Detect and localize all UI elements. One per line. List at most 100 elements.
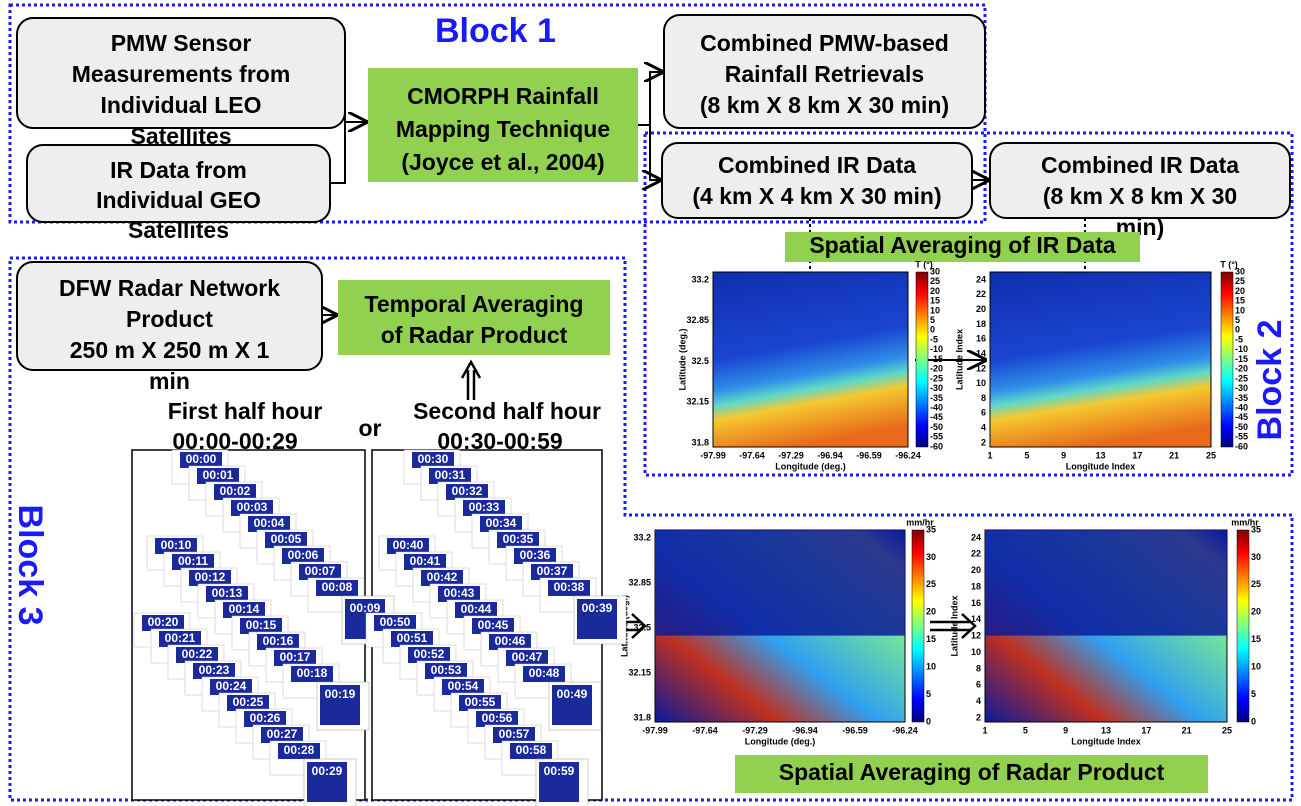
stamp: 00:03 xyxy=(237,500,268,514)
colorbar-tick: 0 xyxy=(1235,325,1240,335)
node-text: Combined IR Data xyxy=(718,152,916,178)
stamp: 00:57 xyxy=(499,727,530,741)
colorbar-tick: 10 xyxy=(1235,305,1245,315)
colorbar-tick: -10 xyxy=(930,344,943,354)
colorbar-tick: 15 xyxy=(1235,296,1245,306)
x-tick-label: 5 xyxy=(1024,450,1029,460)
stamp: 00:00 xyxy=(186,452,217,466)
colorbar-tick: 5 xyxy=(926,689,931,699)
y-tick-label: 14 xyxy=(971,614,981,624)
colorbar-tick: 20 xyxy=(1235,286,1245,296)
colorbar-tick: -45 xyxy=(1235,412,1248,422)
stamp: 00:51 xyxy=(397,631,428,645)
x-tick-label: 25 xyxy=(1206,450,1216,460)
stamp: 00:37 xyxy=(537,564,568,578)
y-tick-label: 4 xyxy=(981,423,986,433)
x-tick-label: -96.24 xyxy=(892,725,918,735)
node-text: DFW Radar Network xyxy=(59,275,280,301)
colorbar-label: T (°) xyxy=(1220,259,1238,269)
stamp: 00:24 xyxy=(216,679,247,693)
y-tick-label: 32.15 xyxy=(628,667,651,677)
colorbar-tick: -30 xyxy=(930,383,943,393)
x-tick-label: 13 xyxy=(1101,725,1111,735)
stamp: 00:47 xyxy=(512,650,543,664)
colorbar-tick: 10 xyxy=(1251,662,1261,672)
node-text: min xyxy=(149,368,190,394)
x-tick-label: 5 xyxy=(1023,725,1028,735)
colorbar-tick: 5 xyxy=(1235,315,1240,325)
node-text: PMW Sensor xyxy=(111,30,252,56)
stamp: 00:20 xyxy=(148,615,179,629)
x-tick-label: 1 xyxy=(987,450,992,460)
block-label: Block 1 xyxy=(435,12,556,50)
half-title: First half hour xyxy=(168,398,323,424)
x-tick-label: 1 xyxy=(982,725,987,735)
heatmap-shade xyxy=(655,530,905,636)
stamp: 00:40 xyxy=(393,538,424,552)
stamp: 00:52 xyxy=(414,647,445,661)
x-tick-label: -96.59 xyxy=(842,725,868,735)
node-text: Mapping Technique xyxy=(396,116,610,142)
colorbar xyxy=(916,272,928,447)
y-tick-label: 24 xyxy=(971,532,981,542)
y-tick-label: 18 xyxy=(971,581,981,591)
stamp: 00:43 xyxy=(444,586,475,600)
node-text: Product xyxy=(126,306,213,332)
colorbar-tick: -35 xyxy=(1235,393,1248,403)
stamp: 00:44 xyxy=(461,602,492,616)
x-tick-label: 21 xyxy=(1169,450,1179,460)
y-axis-label: Latitude Index xyxy=(949,595,959,656)
stamp: 00:42 xyxy=(427,570,458,584)
node-text: Individual LEO xyxy=(100,92,261,118)
stamp: 00:01 xyxy=(203,468,234,482)
stamp: 00:28 xyxy=(284,743,315,757)
x-tick-label: 21 xyxy=(1182,725,1192,735)
stamp: 00:18 xyxy=(297,666,328,680)
node-text: Combined PMW-based xyxy=(700,30,949,56)
heatmap xyxy=(713,272,908,447)
arrow-line xyxy=(330,122,345,183)
y-tick-label: 32.5 xyxy=(633,622,651,632)
colorbar-tick: 15 xyxy=(926,634,936,644)
y-tick-label: 32.5 xyxy=(691,356,709,366)
stamp: 00:08 xyxy=(322,580,353,594)
stamp: 00:26 xyxy=(250,711,281,725)
stamp: 00:45 xyxy=(478,618,509,632)
colorbar-tick: 20 xyxy=(930,286,940,296)
y-tick-label: 10 xyxy=(976,378,986,388)
stamp: 00:58 xyxy=(516,743,547,757)
colorbar-tick: -60 xyxy=(930,441,943,451)
colorbar-tick: 0 xyxy=(1251,716,1256,726)
colorbar-tick: 0 xyxy=(930,325,935,335)
colorbar-tick: -20 xyxy=(1235,364,1248,374)
y-tick-label: 6 xyxy=(976,680,981,690)
stamp: 00:16 xyxy=(263,634,294,648)
colorbar-tick: -25 xyxy=(930,373,943,383)
stamp: 00:11 xyxy=(178,554,208,568)
colorbar-tick: 25 xyxy=(926,579,936,589)
colorbar-tick: 25 xyxy=(1235,276,1245,286)
half-title: Second half hour xyxy=(413,398,601,424)
colorbar-tick: -30 xyxy=(1235,383,1248,393)
colorbar-tick: 0 xyxy=(926,716,931,726)
y-tick-label: 20 xyxy=(971,565,981,575)
stamp: 00:33 xyxy=(469,500,500,514)
y-tick-label: 8 xyxy=(981,393,986,403)
x-tick-label: -97.29 xyxy=(778,450,804,460)
y-tick-label: 2 xyxy=(981,437,986,447)
node-text: (8 km X 8 km X 30 min) xyxy=(700,92,949,118)
node-text: CMORPH Rainfall xyxy=(407,83,599,109)
y-tick-label: 8 xyxy=(976,663,981,673)
page: Block 1 Block 2 Block 3 PMW SensorMeasur… xyxy=(0,0,1301,806)
colorbar-tick: 10 xyxy=(930,305,940,315)
colorbar-tick: -55 xyxy=(1235,432,1248,442)
stamp: 00:41 xyxy=(410,554,441,568)
stamp: 00:05 xyxy=(271,532,302,546)
stamp: 00:07 xyxy=(305,564,336,578)
colorbar-tick: 10 xyxy=(926,662,936,672)
node-text: Spatial Averaging of Radar Product xyxy=(779,759,1165,785)
y-axis-label: Latitude (deg.) xyxy=(677,329,687,391)
heatmap-shade xyxy=(985,530,1227,636)
x-tick-label: -97.64 xyxy=(739,450,765,460)
y-tick-label: 20 xyxy=(976,304,986,314)
